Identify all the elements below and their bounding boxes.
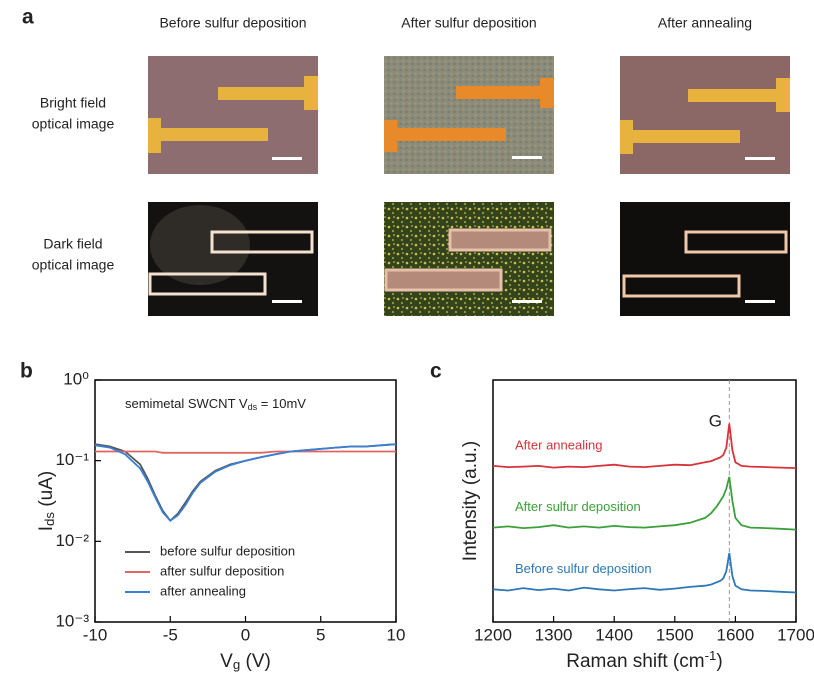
- y-axis-label-part: Intensity (a.u.): [460, 441, 481, 561]
- row-label: optical image: [32, 116, 115, 132]
- peak-label: G: [709, 411, 722, 430]
- bright-image: [148, 56, 318, 174]
- series-label: After sulfur deposition: [515, 499, 641, 514]
- series-label: After annealing: [515, 437, 602, 452]
- annotation: semimetal SWCNT Vds = 10mV: [125, 396, 306, 412]
- y-axis-label: Ids (uA): [36, 471, 57, 532]
- figure: a b c Before sulfur deposition After sul…: [0, 0, 814, 674]
- x-tick-label: 1200: [474, 625, 512, 644]
- bright-image: [384, 56, 554, 174]
- y-axis-label: Intensity (a.u.): [460, 441, 481, 561]
- x-tick-label: 1300: [535, 625, 573, 644]
- x-axis-label-part: ): [716, 651, 722, 672]
- y-tick-label: 10⁻²: [55, 531, 89, 550]
- y-tick-label: 10⁻¹: [55, 450, 89, 469]
- dark-image: [148, 202, 318, 316]
- x-tick-label: 0: [241, 625, 250, 644]
- dark-image: [384, 202, 554, 316]
- row-label: Dark field: [43, 236, 102, 252]
- data-line: [95, 444, 396, 521]
- column-header: After sulfur deposition: [401, 15, 536, 31]
- panel-label: a: [22, 6, 34, 29]
- row-label: Bright field: [40, 95, 106, 111]
- x-tick-label: 1400: [595, 625, 633, 644]
- series-label: Before sulfur deposition: [515, 561, 652, 576]
- panel-label: b: [20, 360, 33, 383]
- y-tick-label: 10⁰: [63, 369, 89, 388]
- x-axis-label-part: Raman shift (cm: [566, 651, 704, 672]
- x-tick-label: 1600: [716, 625, 754, 644]
- x-axis-label-part: (V): [240, 651, 271, 672]
- y-tick-label: 10⁻³: [55, 611, 89, 630]
- bright-image: [620, 56, 790, 174]
- legend-label: before sulfur deposition: [160, 543, 295, 558]
- x-axis-label-part: V: [220, 651, 233, 672]
- row-label: optical image: [32, 257, 115, 273]
- annotation-part: = 10mV: [257, 396, 306, 411]
- y-axis-label-part: ds: [42, 512, 57, 526]
- legend-label: after sulfur deposition: [160, 563, 284, 578]
- column-header: After annealing: [658, 15, 752, 31]
- x-axis-label: Vg (V): [220, 651, 271, 672]
- panel-label: c: [430, 360, 442, 383]
- x-tick-label: 5: [316, 625, 325, 644]
- x-tick-label: -5: [163, 625, 178, 644]
- dark-image: [620, 202, 790, 316]
- annotation-part: semimetal SWCNT V: [125, 396, 248, 411]
- data-line: [95, 444, 396, 521]
- x-tick-label: 10: [387, 625, 406, 644]
- data-line: [95, 452, 396, 453]
- legend-label: after annealing: [160, 583, 246, 598]
- x-axis-label: Raman shift (cm-1): [566, 648, 722, 672]
- x-tick-label: 1500: [656, 625, 694, 644]
- x-axis-label-part: g: [233, 657, 240, 672]
- column-header: Before sulfur deposition: [159, 15, 306, 31]
- x-tick-label: 1700: [777, 625, 814, 644]
- x-axis-label-part: -1: [705, 648, 717, 663]
- y-axis-label-part: (uA): [36, 471, 57, 512]
- annotation-part: ds: [248, 402, 258, 412]
